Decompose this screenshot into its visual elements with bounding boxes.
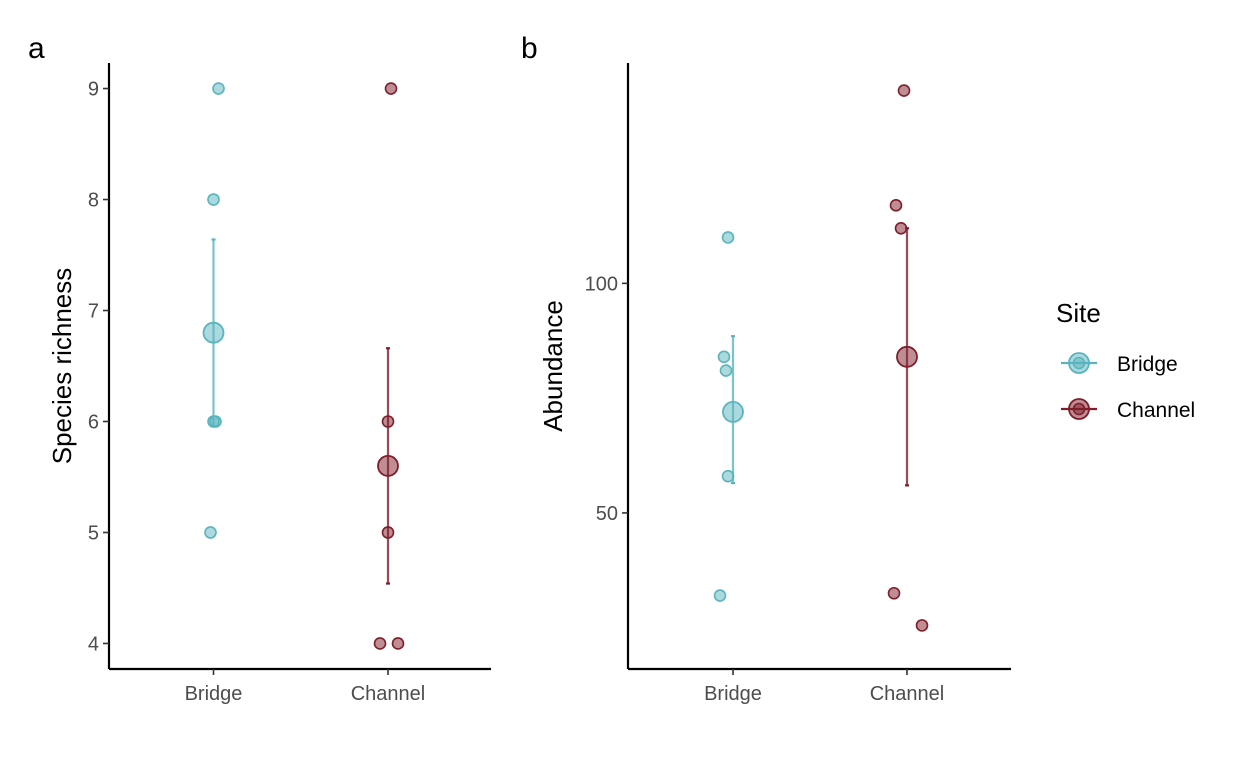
panel-b-point-channel	[887, 586, 901, 600]
panel-b-point-bridge	[721, 469, 735, 483]
panel-b-y-axis-title: Abundance	[538, 300, 568, 432]
panel-b-y-tick-label: 50	[596, 503, 618, 525]
panel-a-point-bridge	[204, 526, 217, 539]
panel-b-point-channel	[915, 619, 929, 632]
panel-b-mean-point-channel	[896, 345, 918, 368]
legend-key-inner-point-channel	[1072, 402, 1086, 416]
legend-key-inner-point-bridge	[1072, 356, 1086, 370]
panel-a-y-tick-label: 9	[88, 79, 99, 101]
panel-b-x-tick-label: Bridge	[704, 683, 762, 705]
panel-b-marks	[713, 84, 929, 632]
panel-a-point-bridge	[207, 193, 220, 206]
panel-b-point-channel	[894, 221, 908, 235]
panel-b-point-bridge	[713, 589, 727, 602]
panel-a-y-tick-label: 7	[88, 301, 99, 323]
panel-b-axes: 50 100 Bridge Channel	[585, 63, 1011, 705]
panel-b-point-channel	[897, 84, 911, 97]
panel-a-axes: 4 5 6 7 8 9 Bridge Channel	[88, 63, 491, 705]
panel-a-label: a	[28, 32, 45, 65]
legend: Site Bridge Channel	[1056, 298, 1195, 422]
panel-b-point-channel	[889, 199, 903, 212]
panel-a-x-tick-label: Bridge	[185, 683, 243, 705]
legend-title: Site	[1056, 298, 1101, 328]
panel-a: a Species richness 4 5 6 7 8 9 Bridge Channel	[28, 32, 491, 705]
panel-a-point-bridge	[212, 82, 225, 95]
panel-b-mean-point-bridge	[722, 401, 744, 423]
panel-b-point-bridge	[717, 350, 731, 364]
legend-label-channel: Channel	[1117, 399, 1195, 422]
panel-a-mean-point-channel	[377, 454, 399, 477]
legend-item-bridge: Bridge	[1061, 352, 1178, 376]
panel-a-point-channel	[373, 637, 387, 650]
panel-a-point-channel	[384, 82, 398, 95]
panel-a-y-tick-label: 6	[88, 411, 99, 433]
panel-b-point-bridge	[721, 231, 735, 244]
legend-item-channel: Channel	[1061, 398, 1195, 422]
panel-b-label: b	[521, 32, 538, 65]
panel-a-marks	[202, 82, 405, 650]
panel-b: b Abundance 50 100 Bridge Channel	[521, 32, 1011, 705]
panel-a-x-tick-label: Channel	[351, 683, 426, 705]
panel-a-y-axis-title: Species richness	[47, 268, 77, 465]
panel-a-point-channel	[391, 637, 405, 650]
panel-b-x-tick-label: Channel	[870, 683, 945, 705]
panel-a-y-tick-label: 5	[88, 522, 99, 544]
panel-b-y-tick-label: 100	[585, 273, 618, 295]
panel-a-y-tick-label: 8	[88, 190, 99, 212]
panel-a-mean-point-bridge	[202, 321, 225, 344]
panel-a-y-tick-label: 4	[88, 633, 99, 655]
panel-b-point-bridge	[719, 364, 733, 377]
legend-label-bridge: Bridge	[1117, 353, 1178, 376]
